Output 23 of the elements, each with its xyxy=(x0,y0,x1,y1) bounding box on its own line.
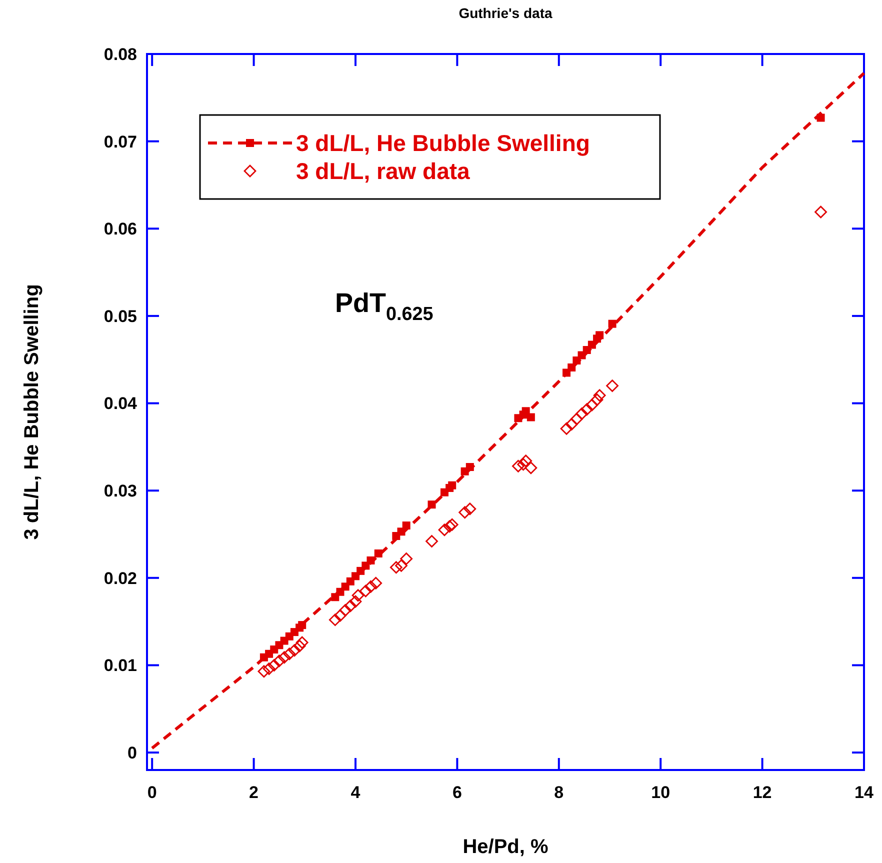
y-tick-label: 0 xyxy=(128,743,137,762)
x-tick-label: 6 xyxy=(452,783,462,802)
y-tick-label: 0.07 xyxy=(104,132,137,152)
x-tick-label: 2 xyxy=(249,783,259,802)
y-tick-label: 0.01 xyxy=(104,656,137,676)
x-tick-label: 0 xyxy=(147,783,157,802)
y-tick-label: 0.06 xyxy=(104,220,137,239)
annotation: PdT$_{0.625}$ xyxy=(335,288,434,325)
y-tick-label: 0.08 xyxy=(104,44,137,64)
y-axis-title: 3 dL/L, He Bubble Swelling xyxy=(21,284,43,540)
x-tick-label: 4 xyxy=(350,783,361,802)
x-tick-label: 10 xyxy=(651,783,670,802)
x-tick-label: 8 xyxy=(554,783,564,802)
x-tick-label: 14 xyxy=(854,783,874,802)
y-tick-label: 0.03 xyxy=(104,482,137,501)
y-tick-label: 0.04 xyxy=(104,394,138,414)
legend-label: 3 dL/L, raw data xyxy=(296,158,470,184)
y-tick-label: 0.05 xyxy=(104,306,137,326)
y-tick-label: 0.02 xyxy=(104,568,137,588)
legend-label: 3 dL/L, He Bubble Swelling xyxy=(296,130,590,156)
x-axis-title: He/Pd, % xyxy=(462,836,549,858)
chart-title: Guthrie's data xyxy=(458,5,552,21)
x-tick-label: 12 xyxy=(752,783,772,802)
